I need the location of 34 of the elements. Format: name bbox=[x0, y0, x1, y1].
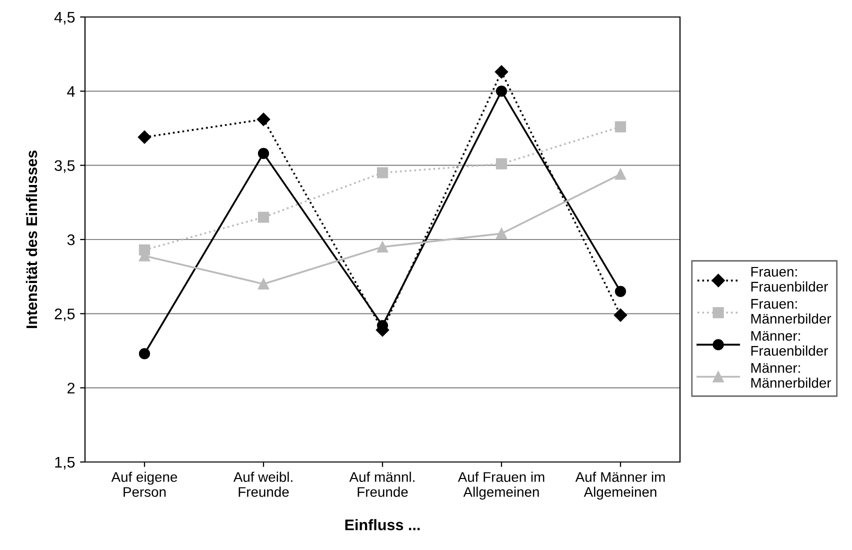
legend-label: Frauen: Männerbilder bbox=[751, 299, 832, 324]
point bbox=[376, 241, 388, 252]
x-tick-label: Auf eigene Person bbox=[111, 472, 178, 497]
point bbox=[256, 112, 270, 126]
point bbox=[258, 212, 270, 223]
y-tick-label: 1,5 bbox=[55, 457, 75, 470]
point bbox=[138, 348, 150, 360]
point bbox=[614, 308, 628, 322]
point bbox=[496, 86, 508, 97]
y-tick-label: 2,5 bbox=[54, 308, 75, 322]
y-tick-label: 3 bbox=[67, 234, 75, 246]
point bbox=[138, 130, 152, 144]
point bbox=[496, 158, 508, 170]
legend-label: Frauen: Frauenbilder bbox=[751, 266, 828, 292]
legend-label: Männer: Frauenbilder bbox=[751, 331, 828, 356]
legend-label: Männer: Männerbilder bbox=[751, 363, 832, 388]
point bbox=[494, 65, 508, 78]
point bbox=[614, 168, 626, 180]
point bbox=[258, 148, 270, 160]
point bbox=[614, 286, 626, 297]
y-tick-label: 4,5 bbox=[54, 12, 75, 24]
point bbox=[496, 228, 508, 240]
x-tick-label: Auf weibl. Freunde bbox=[233, 472, 292, 497]
y-tick-label: 3,5 bbox=[54, 160, 75, 173]
x-tick-label: Auf männl. Freunde bbox=[349, 472, 414, 497]
point bbox=[614, 121, 626, 132]
x-tick-label: Auf Männer im Algemeinen bbox=[575, 472, 665, 500]
y-tick-label: 2 bbox=[68, 382, 75, 394]
x-tick-label: Auf Frauen im Allgemeinen bbox=[458, 472, 544, 500]
point bbox=[258, 278, 270, 290]
x-axis-title: Einfluss ... bbox=[345, 519, 420, 530]
point bbox=[376, 167, 388, 178]
y-tick-label: 4 bbox=[67, 86, 75, 97]
y-axis-title: Intensität des Einflusses bbox=[26, 150, 38, 328]
